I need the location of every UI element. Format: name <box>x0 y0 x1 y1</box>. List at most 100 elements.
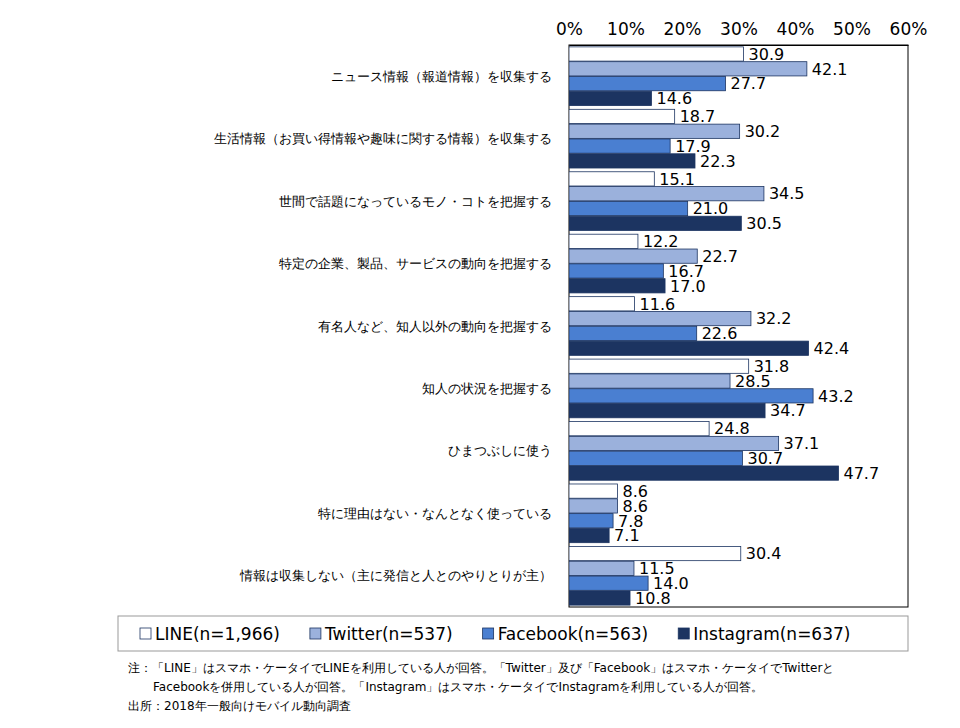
note: 出所：2018年一般向けモバイル動向調査 <box>128 699 351 713</box>
data-label: 34.5 <box>769 184 805 203</box>
category-label: 特に理由はない・なんとなく使っている <box>318 506 552 521</box>
data-label: 43.2 <box>818 387 854 406</box>
data-label: 21.0 <box>693 199 729 218</box>
bar <box>569 62 807 76</box>
category-label: 特定の企業、製品、サービスの動向を把握する <box>279 256 552 271</box>
tick: 10% <box>607 19 645 45</box>
data-label: 24.8 <box>714 419 750 438</box>
data-label: 30.5 <box>746 214 782 233</box>
bar <box>569 187 764 201</box>
data-label: 37.1 <box>784 434 820 453</box>
bar <box>569 201 688 215</box>
data-label: 7.1 <box>614 526 639 545</box>
legend-label: Instagram(n=637) <box>693 624 850 644</box>
bar <box>569 528 609 542</box>
category-label: 生活情報（お買い得情報や趣味に関する情報）を収集する <box>214 131 552 146</box>
legend-swatch <box>483 628 494 639</box>
tick: 30% <box>720 19 758 45</box>
bar <box>569 514 613 528</box>
data-label: 12.2 <box>643 232 679 251</box>
tick: 20% <box>664 19 702 45</box>
bar <box>569 47 744 61</box>
bar <box>569 77 726 91</box>
data-label: 47.7 <box>844 464 880 483</box>
bar <box>569 341 809 355</box>
data-label: 28.5 <box>735 372 771 391</box>
bar <box>569 264 663 278</box>
bar <box>569 216 741 230</box>
bar <box>569 297 635 311</box>
bar <box>569 451 742 465</box>
note: 注：「LINE」はスマホ・ケータイでLINEを利用している人が回答。「Twitt… <box>128 661 834 675</box>
tick-label: 0% <box>556 19 583 39</box>
tick-label: 20% <box>664 19 702 39</box>
data-label: 32.2 <box>756 309 792 328</box>
legend: LINE(n=1,966) Twitter(n=537) Facebook(n=56… <box>118 616 908 651</box>
bar <box>569 124 740 138</box>
x-axis: 0% 10% 20% 30% 40% 50% 60% <box>556 19 927 46</box>
data-label: 10.8 <box>635 589 671 608</box>
data-label: 42.4 <box>814 339 850 358</box>
data-label: 15.1 <box>659 170 695 189</box>
bar <box>569 172 654 186</box>
bar <box>569 374 730 388</box>
legend-box <box>118 616 908 651</box>
bar <box>569 91 651 105</box>
bar <box>569 484 618 498</box>
data-label: 14.6 <box>656 89 692 108</box>
legend-label: Facebook(n=563) <box>498 624 649 644</box>
data-label: 11.6 <box>640 295 676 314</box>
legend-swatch <box>310 628 321 639</box>
tick: 60% <box>890 19 928 45</box>
bar <box>569 359 749 373</box>
bar <box>569 466 839 480</box>
bar <box>569 499 618 513</box>
category-labels: ニュース情報（報道情報）を収集する生活情報（お買い得情報や趣味に関する情報）を収… <box>214 69 552 584</box>
data-label: 17.0 <box>670 277 706 296</box>
legend-label: LINE(n=1,966) <box>155 624 280 644</box>
tick: 40% <box>777 19 815 45</box>
legend-swatch <box>678 628 689 639</box>
legend-label: Twitter(n=537) <box>324 624 453 644</box>
bars <box>569 47 839 605</box>
plot-frame <box>569 45 908 607</box>
data-label: 30.4 <box>746 544 782 563</box>
bar <box>569 154 695 168</box>
bar <box>569 422 709 436</box>
tick: 0% <box>556 19 583 45</box>
tick-label: 10% <box>607 19 645 39</box>
data-label: 22.7 <box>702 247 738 266</box>
bar <box>569 326 697 340</box>
category-label: 情報は収集しない（主に発信と人とのやりとりが主） <box>239 568 552 583</box>
bar <box>569 279 665 293</box>
data-label: 22.3 <box>700 152 736 171</box>
tick-label: 60% <box>890 19 928 39</box>
category-label: ひまつぶしに使う <box>448 443 552 458</box>
notes: 注：「LINE」はスマホ・ケータイでLINEを利用している人が回答。「Twitt… <box>128 661 834 713</box>
bar <box>569 109 675 123</box>
data-label: 27.7 <box>731 74 767 93</box>
bar <box>569 591 630 605</box>
bar <box>569 139 670 153</box>
tick-label: 30% <box>720 19 758 39</box>
chart: 0% 10% 20% 30% 40% 50% 60% ニュース情報（報道情報）を収集する生活情… <box>0 0 960 728</box>
data-label: 30.2 <box>745 122 781 141</box>
category-label: ニュース情報（報道情報）を収集する <box>331 69 552 84</box>
tick-label: 50% <box>833 19 871 39</box>
data-label: 22.6 <box>702 324 738 343</box>
legend-swatch <box>140 628 151 639</box>
data-label: 42.1 <box>812 60 848 79</box>
data-label: 30.7 <box>747 449 783 468</box>
bar <box>569 404 765 418</box>
category-label: 知人の状況を把握する <box>422 381 552 396</box>
bar <box>569 234 638 248</box>
bar <box>569 561 634 575</box>
data-label: 18.7 <box>680 107 716 126</box>
tick: 50% <box>833 19 871 45</box>
axis-line <box>570 45 909 46</box>
tick-label: 40% <box>777 19 815 39</box>
note: Facebookを併用している人が回答。「Instagram」はスマホ・ケータイ… <box>153 680 763 694</box>
category-label: 世間で話題になっているモノ・コトを把握する <box>279 194 552 209</box>
category-label: 有名人など、知人以外の動向を把握する <box>318 319 552 334</box>
data-labels: 30.918.715.112.211.631.824.88.630.442.13… <box>614 45 879 608</box>
